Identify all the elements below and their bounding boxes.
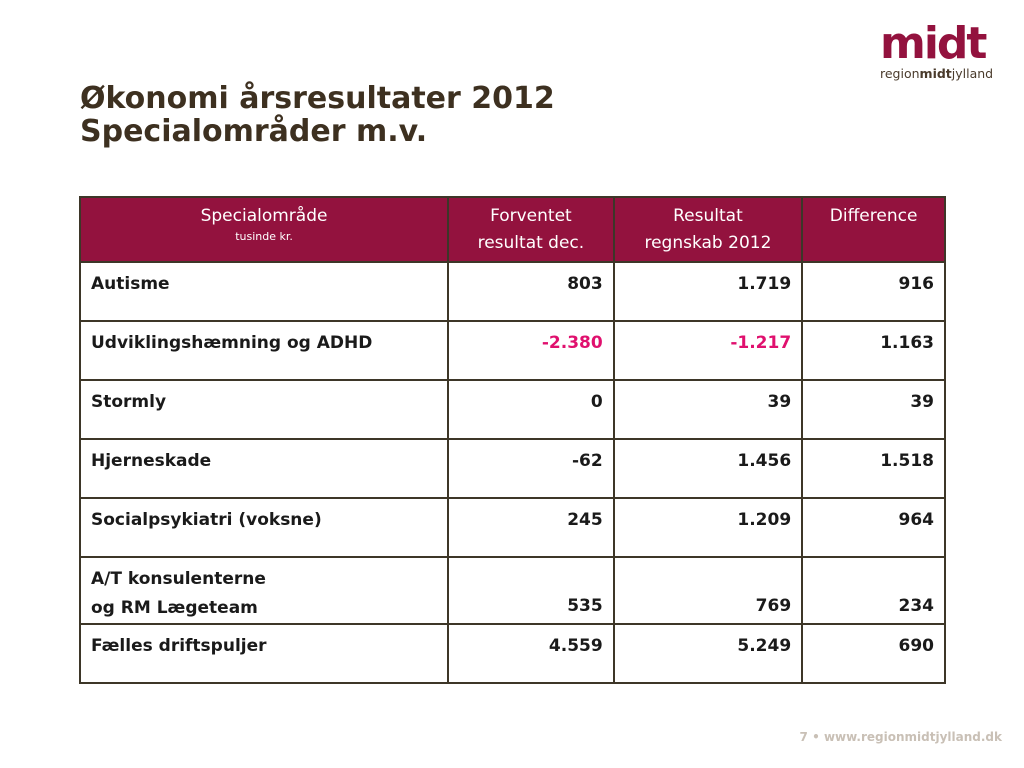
- logo-sub-suffix: jylland: [951, 66, 994, 81]
- header-difference: Difference: [801, 196, 946, 263]
- logo-sub-prefix: region: [880, 66, 920, 81]
- logo-wordmark: midt: [880, 18, 987, 69]
- cell-difference: 690: [801, 623, 946, 684]
- cell-area: Stormly: [78, 379, 450, 440]
- header-col4-label: Difference: [829, 206, 918, 226]
- page-title: Økonomi årsresultater 2012 Specialområde…: [80, 82, 555, 148]
- cell-expected: 535: [447, 556, 615, 625]
- cell-area: Hjerneskade: [78, 438, 450, 499]
- cell-area-line1: A/T konsulenterne: [91, 569, 266, 589]
- table-row: Autisme 803 1.719 916: [78, 261, 946, 322]
- cell-area: Udviklingshæmning og ADHD: [78, 320, 450, 381]
- region-logo: midt regionmidtjylland: [880, 18, 1005, 82]
- cell-area: Socialpsykiatri (voksne): [78, 497, 450, 558]
- header-col1-label: Specialområde: [200, 206, 328, 226]
- logo-subtitle: regionmidtjylland: [880, 66, 1005, 81]
- title-line-1: Økonomi årsresultater 2012: [80, 81, 555, 116]
- cell-result: 39: [612, 379, 804, 440]
- cell-expected: 803: [447, 261, 615, 322]
- table-row: A/T konsulenterne og RM Lægeteam 535 769…: [78, 556, 946, 625]
- header-col3-line2: regnskab 2012: [644, 233, 772, 253]
- cell-expected: 245: [447, 497, 615, 558]
- cell-difference: 234: [801, 556, 946, 625]
- cell-area: Autisme: [78, 261, 450, 322]
- cell-result: 1.719: [612, 261, 804, 322]
- cell-area: A/T konsulenterne og RM Lægeteam: [78, 556, 450, 625]
- header-col2-line2: resultat dec.: [477, 233, 585, 253]
- cell-expected: 0: [447, 379, 615, 440]
- footer-separator: •: [812, 730, 820, 744]
- header-col1-unit: tusinde kr.: [235, 230, 293, 243]
- header-row: Specialområde tusinde kr. Forventet resu…: [78, 196, 946, 263]
- cell-result: 1.209: [612, 497, 804, 558]
- cell-expected: -62: [447, 438, 615, 499]
- cell-result: 769: [612, 556, 804, 625]
- cell-result: -1.217: [612, 320, 804, 381]
- cell-expected: -2.380: [447, 320, 615, 381]
- cell-area-line2: og RM Lægeteam: [91, 598, 258, 618]
- header-resultat: Resultat regnskab 2012: [612, 196, 804, 263]
- cell-result: 5.249: [612, 623, 804, 684]
- cell-expected: 4.559: [447, 623, 615, 684]
- logo-sub-bold: midt: [919, 66, 952, 81]
- table-row: Stormly 0 39 39: [78, 379, 946, 440]
- header-forventet: Forventet resultat dec.: [447, 196, 615, 263]
- page-number: 7: [799, 730, 808, 744]
- footer: 7 • www.regionmidtjylland.dk: [800, 730, 1002, 744]
- cell-difference: 39: [801, 379, 946, 440]
- table-row: Hjerneskade -62 1.456 1.518: [78, 438, 946, 499]
- cell-difference: 916: [801, 261, 946, 322]
- cell-result: 1.456: [612, 438, 804, 499]
- table-row: Socialpsykiatri (voksne) 245 1.209 964: [78, 497, 946, 558]
- table-row: Udviklingshæmning og ADHD -2.380 -1.217 …: [78, 320, 946, 381]
- results-table: Specialområde tusinde kr. Forventet resu…: [78, 196, 946, 684]
- header-specialomraade: Specialområde tusinde kr.: [78, 196, 450, 263]
- header-col2-line1: Forventet: [490, 206, 572, 226]
- table-row: Fælles driftspuljer 4.559 5.249 690: [78, 623, 946, 684]
- footer-url-link[interactable]: www.regionmidtjylland.dk: [823, 730, 1002, 744]
- cell-area: Fælles driftspuljer: [78, 623, 450, 684]
- cell-difference: 964: [801, 497, 946, 558]
- cell-difference: 1.163: [801, 320, 946, 381]
- header-col3-line1: Resultat: [673, 206, 743, 226]
- title-line-2: Specialområder m.v.: [80, 114, 428, 149]
- cell-difference: 1.518: [801, 438, 946, 499]
